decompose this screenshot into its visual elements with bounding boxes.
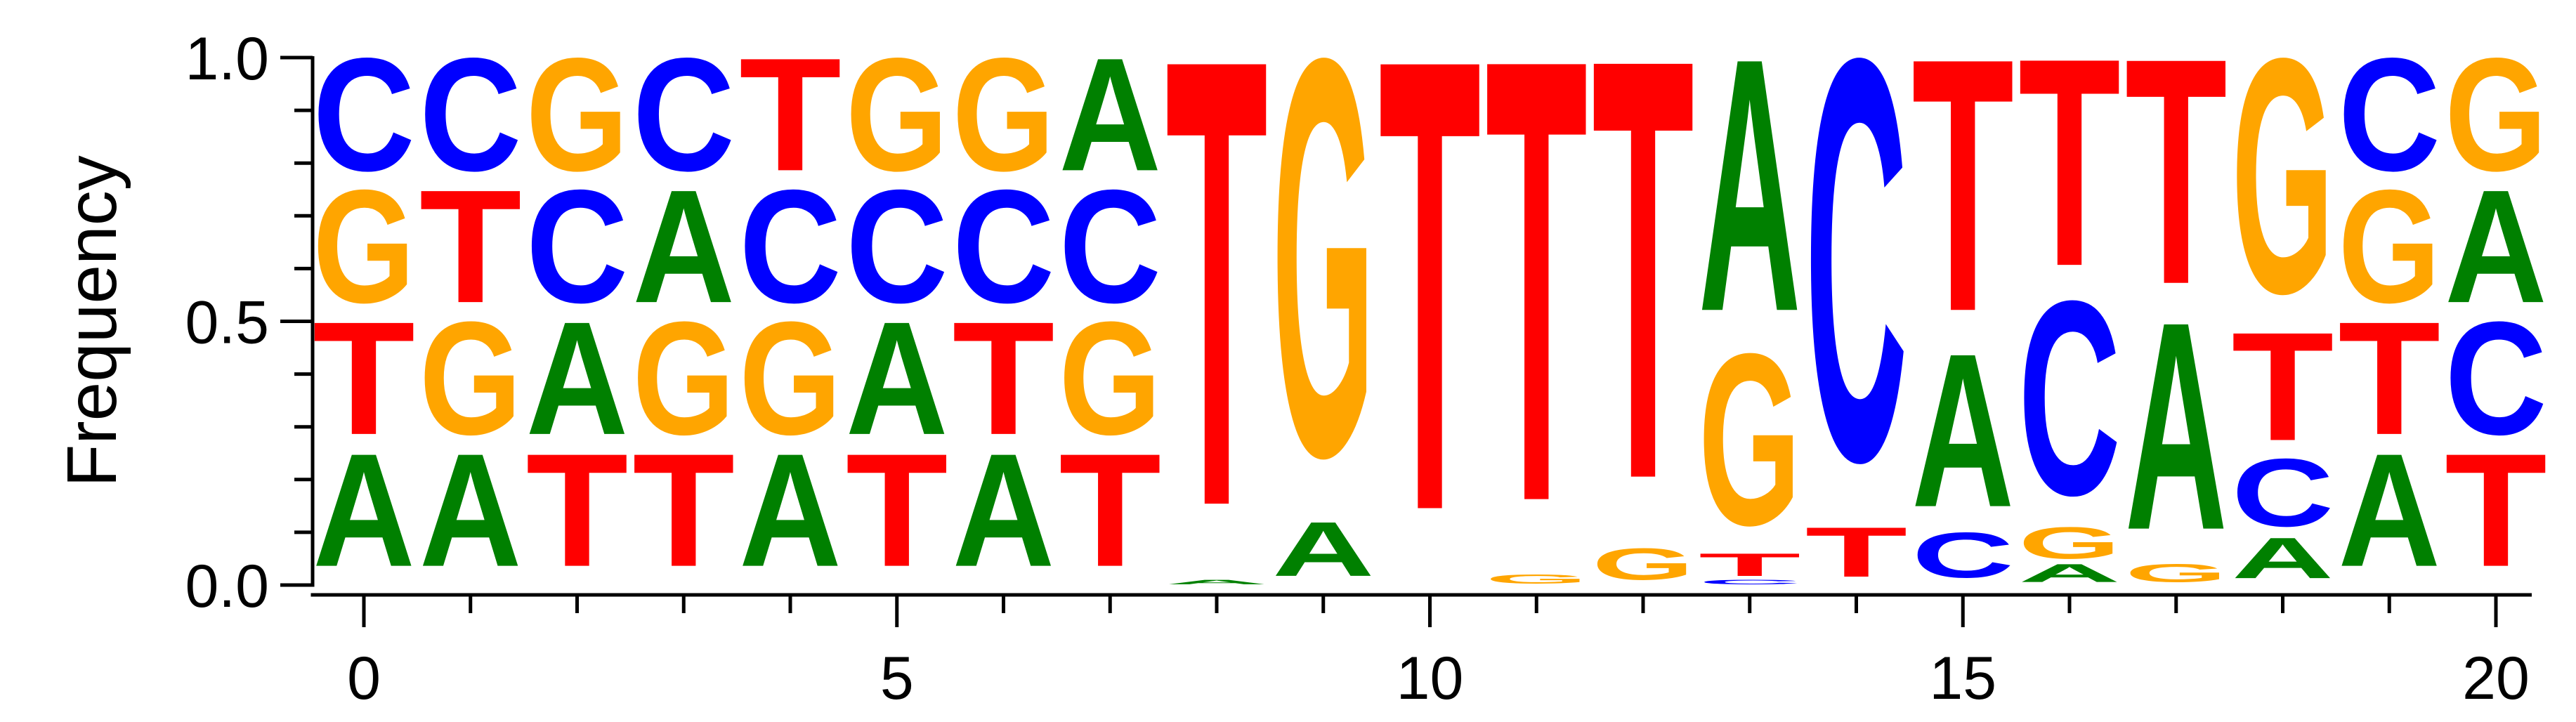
logo-letter-T: T [2018,0,2121,328]
logo-letter-G: G [1272,0,1375,575]
logo-letter-A: A [2445,156,2547,336]
logo-letter-T: T [313,288,415,468]
logo-letter-C: C [953,156,1055,336]
logo-letter-G: G [313,157,415,336]
logo-letter-T: T [846,420,948,600]
logo-letter-G: G [2232,0,2334,363]
logo-letter-C: C [632,24,735,204]
logo-letter-G: G [1699,303,1801,577]
y-tick-label: 0.5 [185,289,269,357]
logo-letter-T: T [1911,0,2014,386]
logo-letter-G: G [2125,558,2228,587]
logo-letter-G: G [2018,518,2121,568]
logo-letter-G: G [739,289,842,468]
y-ticks: 0.0 0.5 1.0 [185,25,313,620]
logo-letter-A: A [2018,558,2121,587]
logo-letter-T: T [1592,0,1694,604]
logo-letter-C: C [1059,156,1161,336]
logo-letter-A: A [953,419,1055,600]
x-tick-label: 0 [347,645,381,712]
logo-letter-T: T [1165,0,1268,639]
logo-letter-T: T [2232,300,2334,473]
logo-letter-G: G [419,289,522,468]
logo-letter-T: T [632,420,735,600]
logo-letter-C: C [1805,0,1908,581]
logo-letter-G: G [1485,572,1588,586]
logo-letter-A: A [1272,506,1375,593]
logo-letter-G: G [632,289,735,468]
logo-letter-T: T [526,420,629,600]
logo-letter-C: C [1699,579,1801,586]
logo-letter-T: T [1059,420,1161,600]
logo-letter-T: T [1699,547,1801,583]
logo-letter-C: C [313,24,415,204]
logo-letter-G: G [526,25,629,204]
logo-letter-C: C [2338,24,2440,204]
logo-letter-T: T [2125,0,2228,352]
x-tick-label: 5 [880,645,914,712]
logo-letter-A: A [1165,579,1268,586]
logo-letter-C: C [2232,439,2334,547]
logo-letter-T: T [1485,0,1588,634]
logo-letter-T: T [2338,288,2440,468]
logo-letter-A: A [313,419,415,600]
logo-letter-A: A [2125,261,2228,592]
logo-letter-T: T [739,24,842,204]
logo-letter-A: A [419,419,522,600]
logo-letter-A: A [739,419,842,600]
logo-letter-C: C [1911,519,2014,591]
logo-letter-T: T [953,288,1055,468]
logo-letter-A: A [2338,419,2440,600]
logo-letter-A: A [846,288,948,468]
logo-letter-A: A [1059,24,1161,204]
x-tick-label: 20 [2462,645,2530,712]
logo-letter-G: G [1059,289,1161,468]
logo-letter-A: A [2232,525,2334,591]
x-tick-label: 15 [1929,645,1996,712]
logo-letter-T: T [1805,512,1908,591]
logo-letter-T: T [2445,420,2547,600]
logo-letter-C: C [2445,288,2547,468]
logo-letter-G: G [2445,25,2547,204]
logo-letter-C: C [526,156,629,336]
logo-letter-A: A [1911,308,2014,553]
y-tick-label: 0.0 [185,553,269,620]
x-ticks: 0 5 10 15 20 [347,595,2530,712]
logo-letter-A: A [526,288,629,468]
x-tick-label: 10 [1397,645,1464,712]
logo-letter-C: C [846,156,948,336]
logo-letter-T: T [1379,0,1482,645]
logo-letter-C: C [2018,244,2121,553]
logo-letter-G: G [846,25,948,204]
y-axis-title: Frequency [53,155,131,487]
logo-letter-T: T [419,156,522,336]
logo-letter-G: G [2338,157,2440,336]
logo-letter-G: G [1592,539,1694,589]
y-tick-label: 1.0 [185,25,269,93]
logo-letter-A: A [1699,0,1801,387]
axes: 0.0 0.5 1.0 0 5 10 15 20 Frequency [53,25,2532,712]
logo-letter-G: G [953,25,1055,204]
logo-letter-A: A [632,156,735,336]
logo-letter-C: C [739,156,842,336]
logo-letter-C: C [419,24,522,204]
